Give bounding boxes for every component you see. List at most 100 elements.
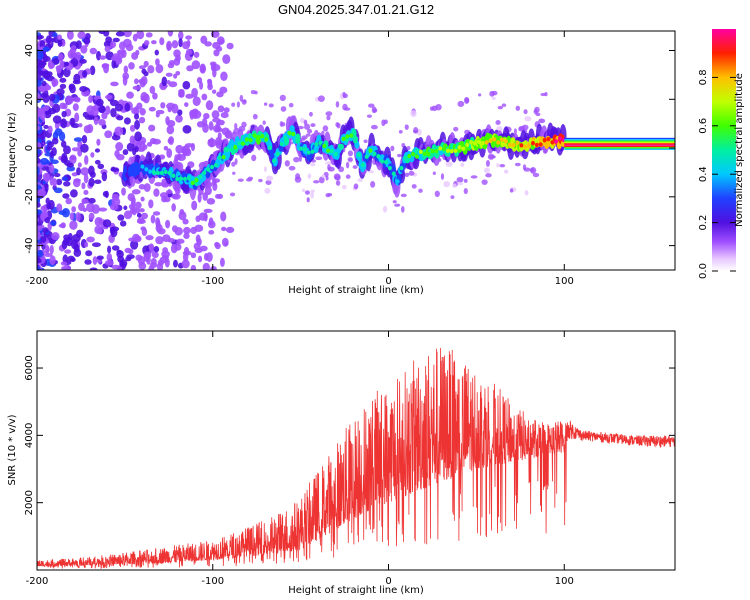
spectrogram-ridge-peak: [360, 162, 365, 168]
spectrogram-noise-point: [66, 162, 75, 168]
spectrogram-noise-point: [73, 178, 81, 183]
spectrogram-ridge-peak: [449, 149, 454, 154]
spectrogram-noise-point: [50, 220, 57, 226]
spectrogram-ridge-peak: [221, 155, 226, 160]
spectrogram-noise-point: [383, 119, 388, 125]
spectrogram-noise-point: [49, 150, 55, 158]
spectrogram-steady-band: [564, 140, 675, 142]
spectrogram-noise-point: [37, 166, 40, 176]
spectrogram-noise-point: [89, 65, 96, 76]
spectrogram-noise-point: [89, 47, 97, 55]
spectrogram-noise-point: [129, 135, 136, 145]
spectrogram-noise-point: [352, 165, 358, 169]
spectrogram-noise-point: [232, 171, 236, 175]
spectrogram-noise-point: [102, 190, 109, 198]
spectrogram-noise-point: [478, 93, 482, 97]
spectrogram-noise-point: [123, 117, 131, 125]
spectrogram-noise-point: [268, 103, 274, 108]
spectrogram-noise-point: [72, 96, 81, 102]
spectrogram-steady-band: [564, 148, 675, 150]
spectrogram-noise-point: [411, 184, 417, 189]
spectrogram-noise-point: [513, 128, 517, 135]
spectrogram-noise-point: [310, 162, 316, 167]
spectrogram-noise-point: [366, 114, 372, 118]
spectrogram-noise-point: [201, 93, 208, 101]
spectrogram-noise-point: [42, 46, 50, 53]
spectrogram-noise-point: [104, 45, 111, 53]
spectrogram-ridge-peak: [472, 141, 477, 146]
spectrogram-ridge-peak: [213, 163, 218, 168]
spectrogram-noise-point: [529, 167, 535, 173]
spectrogram-noise-point: [457, 182, 464, 186]
spectrogram-noise-point: [171, 203, 176, 212]
spectrogram-noise-point: [110, 56, 120, 61]
spectrogram-noise-point: [94, 179, 102, 185]
spectrogram-noise-point: [325, 175, 329, 181]
spectrogram-noise-point: [157, 228, 166, 235]
spectrogram-ridge-peak: [445, 148, 450, 154]
spectrogram-noise-point: [40, 157, 49, 165]
spectrogram-noise-point: [134, 78, 139, 85]
snr-ytick-label: 6000: [24, 355, 35, 380]
spectrogram-noise-point: [368, 170, 374, 174]
spectrogram-noise-point: [175, 114, 183, 123]
snr-ticks: -200 -100 0 100 2000 4000 6000: [24, 331, 675, 587]
spectrogram-noise-point: [321, 174, 326, 178]
spectrogram-ridge-peak: [291, 131, 296, 137]
spectrogram-noise-point: [52, 32, 58, 38]
spectrogram-ridge-peak: [484, 140, 489, 145]
spectrogram-noise-point: [67, 232, 73, 241]
snr-ytick-label: 4000: [24, 423, 35, 448]
spectrogram-noise-point: [263, 166, 268, 173]
spectrogram-noise-point: [110, 81, 119, 87]
spectrogram-ridge-peak: [318, 140, 323, 146]
spectrogram-noise-point: [213, 49, 220, 57]
spectrogram-noise-point: [182, 124, 192, 134]
spectrogram-noise-point: [51, 58, 60, 65]
spectrogram-ridge-peak: [233, 144, 238, 150]
spectrogram-noise-point: [78, 202, 85, 212]
spectrogram-ridge-peak: [152, 170, 157, 175]
spectrogram-noise-point: [37, 209, 43, 215]
spectrogram-noise-point: [66, 31, 74, 40]
spectrogram-noise-point: [119, 259, 128, 268]
spectrogram-noise-point: [166, 119, 176, 128]
spectrogram-noise-point: [173, 57, 181, 66]
spectrogram-noise-point: [309, 111, 313, 117]
spectrogram-noise-point: [443, 181, 451, 188]
spectrogram-ridge-peak: [488, 138, 493, 144]
spectrogram-noise-point: [71, 172, 78, 177]
spectrogram-noise-point: [199, 81, 204, 90]
spectrogram-noise-point: [57, 34, 62, 40]
spectrogram-noise-point: [345, 174, 351, 179]
spectrogram-noise-point: [161, 250, 170, 258]
spectrogram-noise-point: [175, 144, 184, 154]
spectrogram-ridge-peak: [353, 139, 358, 144]
spectrogram-noise-point: [79, 58, 87, 64]
spectrogram-noise-point: [315, 156, 323, 161]
spectrogram-noise-point: [64, 61, 70, 67]
spectrogram-noise-point: [123, 31, 132, 38]
spectrogram-noise-point: [367, 103, 375, 108]
spectrogram-noise-point: [208, 229, 215, 235]
spectrogram-noise-point: [137, 217, 145, 224]
spectrogram-ridge-peak: [302, 146, 307, 152]
spectrogram-ytick-label: 0: [24, 145, 35, 151]
spectrogram-noise-point: [136, 212, 142, 218]
spectrogram-noise-point: [167, 238, 176, 243]
spectrogram-noise-point: [206, 252, 213, 262]
spectrogram-noise-point: [220, 112, 229, 119]
spectrogram-noise-point: [138, 184, 146, 190]
spectrogram-noise-point: [80, 45, 88, 54]
spectrogram-ridge-peak: [442, 146, 447, 151]
spectrogram-noise-point: [182, 41, 190, 50]
spectrogram-noise-point: [44, 216, 51, 224]
colorbar: [712, 29, 736, 271]
spectrogram-noise-point: [347, 157, 353, 162]
spectrogram-noise-point: [124, 247, 132, 254]
spectrogram-frame: [36, 30, 676, 271]
spectrogram-noise-point: [143, 60, 149, 67]
spectrogram-noise-point: [153, 188, 160, 197]
spectrogram-noise-point: [119, 220, 127, 227]
spectrogram-noise-point: [116, 115, 124, 121]
